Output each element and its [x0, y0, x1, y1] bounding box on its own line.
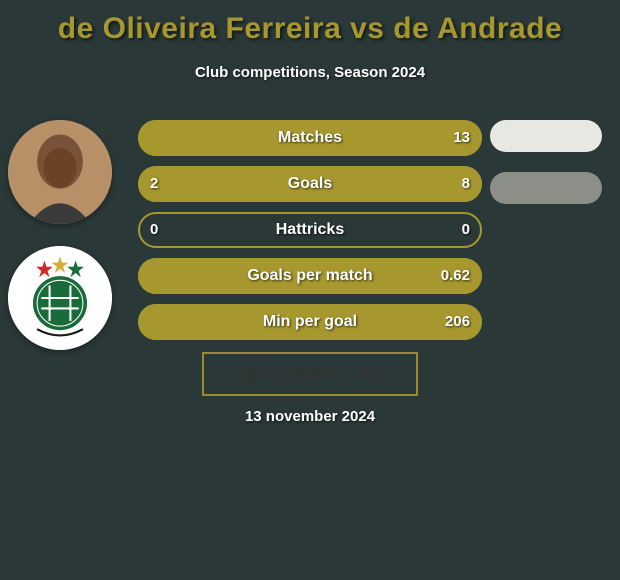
metric-label: Goals per match [138, 258, 482, 294]
metric-label: Matches [138, 120, 482, 156]
metric-label: Min per goal [138, 304, 482, 340]
metric-value-right: 8 [462, 166, 470, 202]
club-crest-icon [8, 246, 112, 350]
brand-pre: Fc [267, 364, 287, 383]
metric-value-left: 2 [150, 166, 158, 202]
metric-row: Matches13 [138, 120, 482, 156]
metric-bar: Matches13 [138, 120, 482, 156]
side-pill [490, 120, 602, 152]
person-icon [8, 120, 112, 224]
date-label: 13 november 2024 [0, 408, 620, 425]
metric-bar: Min per goal206 [138, 304, 482, 340]
metric-value-right: 0 [462, 212, 470, 248]
chart-icon [241, 363, 263, 385]
side-pills-column [490, 120, 602, 224]
brand-text: FcTables.com [267, 364, 379, 384]
brand-post: Tables.com [287, 364, 379, 383]
comparison-subtitle: Club competitions, Season 2024 [0, 64, 620, 81]
avatars-column [8, 120, 118, 372]
metric-label: Hattricks [138, 212, 482, 248]
metric-bar: Hattricks0 0 [138, 212, 482, 248]
player2-avatar [8, 246, 112, 350]
metric-row: Hattricks0 0 [138, 212, 482, 248]
metric-value-right: 13 [453, 120, 470, 156]
brand-footer-box: FcTables.com [202, 352, 418, 396]
side-pill [490, 172, 602, 204]
metric-bar: Goals2 8 [138, 166, 482, 202]
metric-value-right: 0.62 [441, 258, 470, 294]
metric-bar: Goals per match0.62 [138, 258, 482, 294]
player1-avatar [8, 120, 112, 224]
metrics-column: Matches13 Goals2 8 Hattricks0 0 Goals per mat… [138, 120, 482, 350]
metric-row: Goals per match0.62 [138, 258, 482, 294]
comparison-title: de Oliveira Ferreira vs de Andrade [0, 0, 620, 46]
metric-value-right: 206 [445, 304, 470, 340]
metric-value-left: 0 [150, 212, 158, 248]
metric-row: Goals2 8 [138, 166, 482, 202]
metric-label: Goals [138, 166, 482, 202]
metric-row: Min per goal206 [138, 304, 482, 340]
